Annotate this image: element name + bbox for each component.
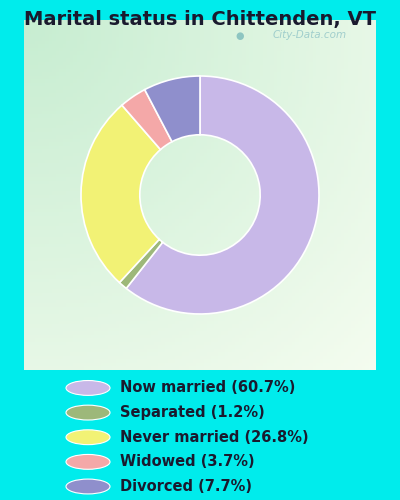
Circle shape bbox=[66, 454, 110, 469]
Text: City-Data.com: City-Data.com bbox=[273, 30, 347, 40]
Circle shape bbox=[66, 479, 110, 494]
Text: Never married (26.8%): Never married (26.8%) bbox=[120, 430, 309, 444]
Text: Separated (1.2%): Separated (1.2%) bbox=[120, 405, 265, 420]
Text: Widowed (3.7%): Widowed (3.7%) bbox=[120, 454, 255, 469]
Wedge shape bbox=[126, 76, 319, 314]
Text: Now married (60.7%): Now married (60.7%) bbox=[120, 380, 295, 396]
Wedge shape bbox=[122, 90, 172, 150]
Wedge shape bbox=[81, 105, 160, 282]
Circle shape bbox=[66, 405, 110, 420]
Circle shape bbox=[66, 380, 110, 396]
Wedge shape bbox=[120, 240, 163, 288]
Wedge shape bbox=[145, 76, 200, 142]
Circle shape bbox=[66, 430, 110, 444]
Text: Marital status in Chittenden, VT: Marital status in Chittenden, VT bbox=[24, 10, 376, 29]
Text: Divorced (7.7%): Divorced (7.7%) bbox=[120, 479, 252, 494]
Text: ●: ● bbox=[235, 30, 244, 40]
